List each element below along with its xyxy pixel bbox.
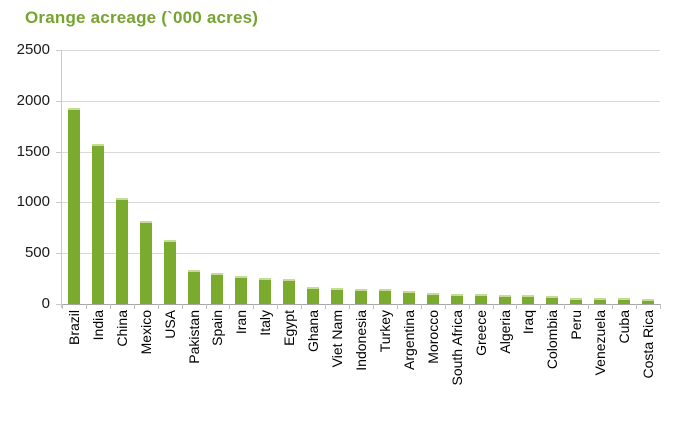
bar-colombia	[546, 296, 559, 304]
y-axis-tick	[56, 202, 62, 204]
y-axis-line	[61, 50, 62, 308]
bar-greece	[474, 294, 487, 304]
bar-costa-rica	[642, 299, 655, 304]
gridline	[62, 253, 660, 255]
x-axis-label: Spain	[209, 310, 226, 346]
gridline	[62, 50, 660, 51]
bar-brazil	[67, 108, 80, 304]
x-axis-tick	[612, 304, 613, 309]
bar-venezuela	[594, 298, 607, 304]
y-axis-tick-label: 500	[24, 244, 50, 262]
x-axis-tick	[134, 304, 135, 309]
x-axis-tick	[301, 304, 302, 309]
bar-iraq	[522, 295, 535, 304]
x-axis-tick	[206, 304, 207, 309]
x-axis-label: Egypt	[281, 310, 298, 346]
x-axis-tick	[325, 304, 326, 309]
x-axis-label: Pakistan	[185, 310, 202, 364]
x-axis-label: Morocco	[424, 310, 441, 364]
x-axis-label: India	[89, 310, 106, 341]
x-axis-line	[62, 304, 660, 305]
bar-ghana	[307, 287, 320, 304]
x-axis-label: China	[113, 310, 130, 347]
y-axis-tick	[56, 151, 62, 153]
x-axis-label: USA	[161, 310, 178, 339]
y-axis-tick	[56, 304, 62, 305]
bar-italy	[259, 278, 272, 304]
x-axis-label: Greece	[472, 310, 489, 356]
bar-indonesia	[355, 289, 367, 304]
x-axis-label: Iraq	[520, 310, 537, 335]
x-axis-label: Argentina	[400, 310, 417, 370]
y-axis-tick-label: 2000	[16, 91, 50, 109]
x-axis-tick	[445, 304, 446, 309]
bar-argentina	[402, 291, 415, 304]
bar-iran	[235, 276, 248, 304]
y-axis-tick-label: 1000	[16, 193, 50, 211]
y-axis-tick-label: 1500	[16, 142, 50, 160]
x-axis-label: Algeria	[496, 310, 513, 354]
x-axis-tick	[564, 304, 565, 309]
x-axis-label: Mexico	[137, 310, 154, 355]
bar-spain	[211, 273, 224, 304]
x-axis-tick	[158, 304, 159, 309]
x-axis-tick	[493, 304, 494, 309]
x-axis-tick	[182, 304, 183, 309]
x-axis-label: Costa Rica	[640, 310, 657, 379]
x-axis-tick	[229, 304, 230, 309]
bar-china	[115, 198, 128, 304]
x-axis-tick	[469, 304, 470, 309]
bar-mexico	[139, 221, 152, 304]
bar-egypt	[283, 279, 296, 304]
x-axis-tick	[86, 304, 87, 309]
x-axis-label: Indonesia	[353, 310, 369, 371]
x-axis-label: Ghana	[305, 310, 322, 353]
bar-turkey	[378, 289, 391, 304]
bar-south-africa	[450, 294, 463, 304]
bar-peru	[570, 298, 583, 304]
x-axis-label: Colombia	[544, 310, 561, 370]
x-axis-tick	[62, 304, 63, 309]
bar-india	[91, 144, 104, 304]
gridline	[62, 202, 660, 204]
x-axis-tick	[277, 304, 278, 309]
bar-cuba	[618, 298, 631, 304]
x-axis-label: Venezuela	[592, 310, 609, 376]
bar-algeria	[498, 295, 511, 304]
x-axis-tick	[540, 304, 541, 309]
x-axis-label: Italy	[257, 310, 274, 336]
x-axis-label: Peru	[568, 310, 585, 340]
x-axis-tick	[636, 304, 637, 309]
x-axis-tick	[373, 304, 374, 309]
plot-area	[56, 50, 661, 309]
x-axis-tick	[110, 304, 111, 309]
bar-viet-nam	[331, 288, 344, 304]
x-axis-tick	[349, 304, 350, 309]
x-axis-label: Turkey	[376, 310, 393, 353]
y-axis-tick	[56, 253, 62, 255]
y-axis-tick-label: 0	[41, 295, 50, 312]
y-axis-tick	[56, 50, 62, 51]
x-axis-tick	[588, 304, 589, 309]
x-axis-tick	[660, 304, 661, 309]
x-axis-tick	[253, 304, 254, 309]
x-axis-tick	[421, 304, 422, 309]
gridline	[62, 151, 660, 153]
y-axis-tick-label: 2500	[16, 41, 50, 58]
x-axis-label: Cuba	[616, 310, 633, 344]
x-axis-label: Brazil	[65, 310, 82, 346]
x-axis-label: South Africa	[448, 310, 465, 386]
x-axis-label: Viet Nam	[329, 310, 346, 368]
x-axis-tick	[516, 304, 517, 309]
gridline	[62, 100, 660, 102]
bar-usa	[163, 240, 176, 304]
x-axis-label: Iran	[233, 310, 250, 335]
bar-pakistan	[187, 270, 200, 304]
y-axis-tick	[56, 100, 62, 102]
bar-morocco	[426, 293, 439, 304]
x-axis-tick	[397, 304, 398, 309]
chart-title: Orange acreage (`000 acres)	[25, 8, 259, 27]
